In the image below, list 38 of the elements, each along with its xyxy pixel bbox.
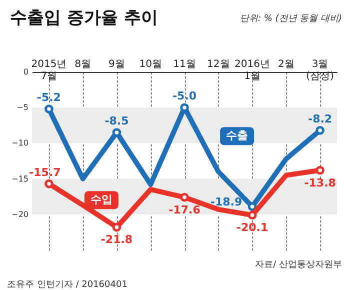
x-tick-label: 11월 bbox=[173, 59, 196, 70]
point bbox=[44, 179, 54, 188]
data-label: -13.8 bbox=[304, 176, 336, 190]
point bbox=[316, 126, 324, 135]
y-tick-label: −15 bbox=[12, 174, 28, 184]
y-tick-label: 0 bbox=[23, 68, 28, 76]
data-label: -8.2 bbox=[308, 112, 332, 126]
x-tick-label: 2월 bbox=[278, 59, 294, 70]
x-tick-label: 9월 bbox=[108, 59, 125, 70]
point bbox=[248, 210, 257, 220]
point bbox=[180, 192, 189, 202]
data-label: -17.6 bbox=[168, 203, 201, 216]
x-tick-label: 10월 bbox=[139, 59, 162, 70]
data-label: -5.2 bbox=[36, 91, 61, 104]
point bbox=[248, 202, 257, 211]
series-label: 수입 bbox=[90, 193, 112, 206]
data-label: -18.9 bbox=[210, 196, 242, 209]
point bbox=[316, 166, 324, 175]
data-label: -20.1 bbox=[236, 221, 268, 234]
text: 자료/ 산업통상자원부 bbox=[255, 260, 342, 270]
data-label: -15.7 bbox=[29, 166, 61, 179]
chart-subtitle: 단위: % (전년 동월 대비) bbox=[240, 14, 342, 24]
data-label: -21.8 bbox=[100, 233, 133, 246]
x-tick-label: 8월 bbox=[74, 59, 92, 70]
x-tick-label: 2015년 7월 bbox=[31, 59, 67, 82]
chart-title: 수출입 증가율 추이 bbox=[10, 8, 158, 28]
point bbox=[44, 104, 54, 114]
text: 조유주 인턴기자 / 20160401 bbox=[7, 280, 128, 290]
x-tick-label: 2016년 1월 bbox=[234, 59, 270, 82]
x-tick-label: 3월 (잠정) bbox=[306, 59, 334, 82]
y-tick-label: −5 bbox=[16, 103, 28, 112]
point bbox=[112, 222, 122, 232]
y-tick-label: −10 bbox=[12, 138, 28, 148]
y-tick-label: −20 bbox=[12, 210, 28, 219]
data-label: -8.5 bbox=[104, 114, 129, 128]
series-label: 수출 bbox=[226, 129, 248, 142]
data-label: -5.0 bbox=[172, 90, 197, 103]
x-tick-label: 12월 bbox=[207, 59, 230, 70]
